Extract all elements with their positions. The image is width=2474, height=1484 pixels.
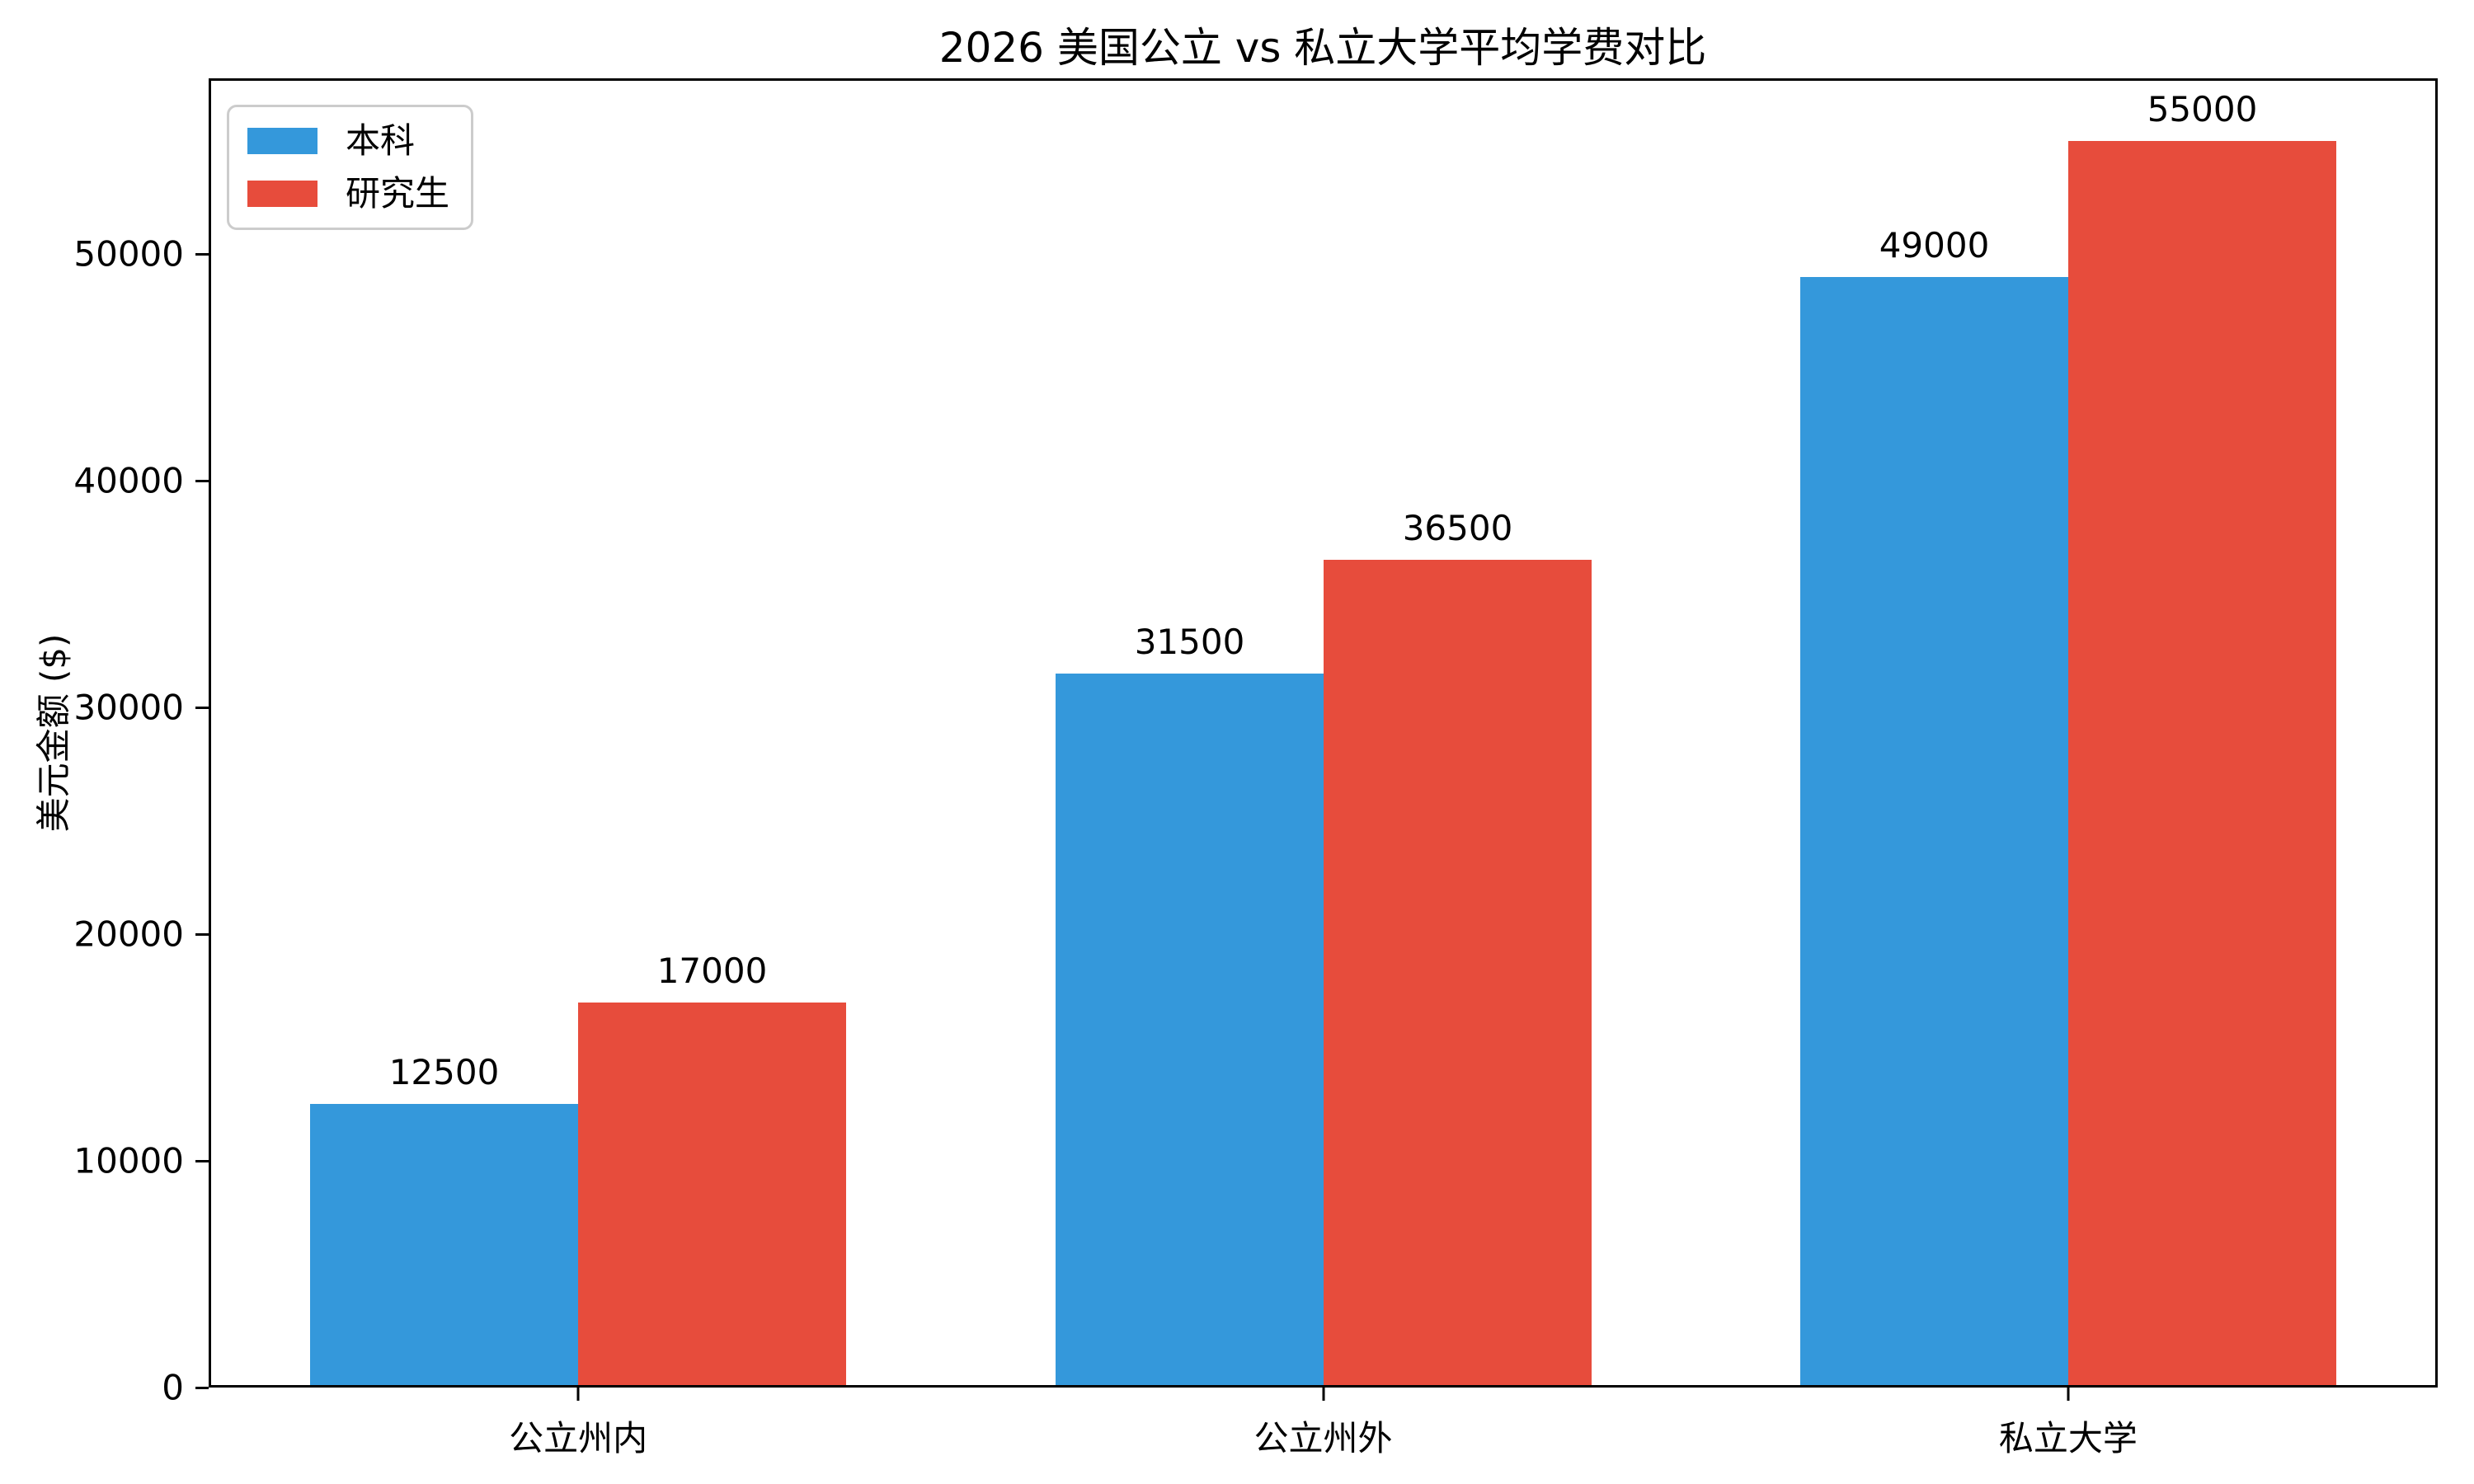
bar-value-label: 55000 xyxy=(2147,89,2258,129)
bar-研究生-私立大学 xyxy=(2068,141,2336,1388)
bar-研究生-公立州外 xyxy=(1324,560,1592,1388)
legend-label: 研究生 xyxy=(346,173,450,214)
y-tick-label: 50000 xyxy=(73,233,184,275)
bar-value-label: 31500 xyxy=(1134,622,1245,662)
bar-value-label: 36500 xyxy=(1402,508,1513,548)
bar-value-label: 17000 xyxy=(656,951,768,991)
legend-entry-grad: 研究生 xyxy=(247,175,449,213)
x-tick-label-公立州内: 公立州内 xyxy=(509,1418,648,1458)
chart-title: 2026 美国公立 vs 私立大学平均学费对比 xyxy=(938,24,1707,72)
y-tick-mark xyxy=(195,1386,209,1389)
bar-本科-私立大学 xyxy=(1800,277,2068,1388)
y-axis-label: 美元金额 ($) xyxy=(33,633,74,833)
y-tick-label: 40000 xyxy=(73,460,184,501)
y-tick-mark xyxy=(195,252,209,256)
legend-swatch-red xyxy=(247,181,317,207)
legend-swatch-blue xyxy=(247,128,317,154)
y-tick-label: 20000 xyxy=(73,913,184,955)
y-tick-label: 30000 xyxy=(73,687,184,728)
x-tick-label-私立大学: 私立大学 xyxy=(1998,1418,2138,1458)
y-tick-mark xyxy=(195,706,209,709)
bar-value-label: 49000 xyxy=(1879,225,1990,265)
y-tick-mark xyxy=(195,932,209,936)
x-tick-label-公立州外: 公立州外 xyxy=(1253,1418,1393,1458)
bar-研究生-公立州内 xyxy=(578,1003,846,1388)
y-tick-label: 10000 xyxy=(73,1140,184,1181)
y-tick-mark xyxy=(195,1159,209,1162)
x-tick-mark xyxy=(576,1388,580,1401)
legend-entry-undergrad: 本科 xyxy=(247,122,449,160)
legend: 本科 研究生 xyxy=(227,105,474,230)
y-tick-label: 0 xyxy=(162,1367,184,1408)
legend-label: 本科 xyxy=(346,120,416,161)
bar-本科-公立州内 xyxy=(310,1104,578,1388)
y-tick-mark xyxy=(195,479,209,482)
bar-本科-公立州外 xyxy=(1056,674,1324,1388)
x-tick-mark xyxy=(2067,1388,2070,1401)
plot-area: 本科 研究生 0 10000 20000 30000 40000 50000 12500 17… xyxy=(73,78,2438,1458)
x-tick-mark xyxy=(1322,1388,1324,1401)
bar-value-label: 12500 xyxy=(388,1052,500,1092)
